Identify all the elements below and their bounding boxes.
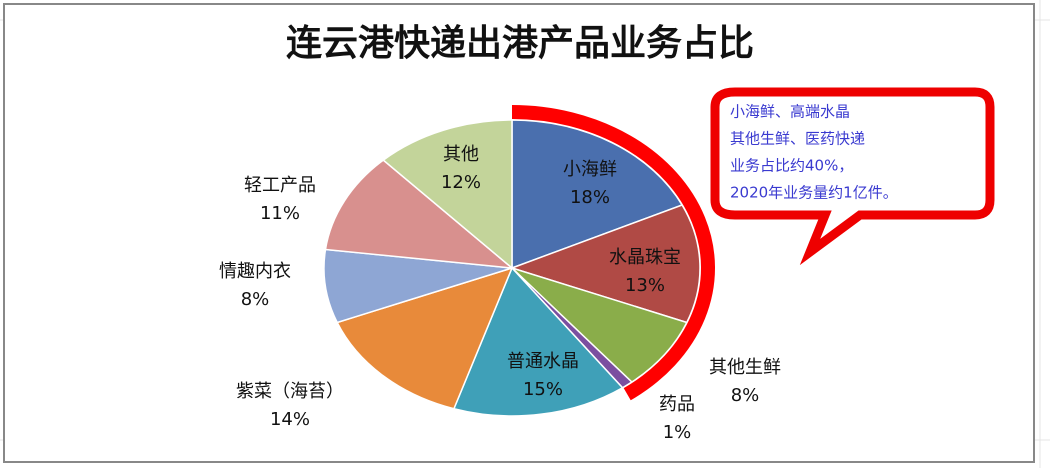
value-label: 1%	[663, 422, 692, 443]
slice-name: 紫菜（海苔）	[236, 381, 344, 402]
slice-name: 药品	[659, 394, 695, 415]
slice-name: 水晶珠宝	[609, 247, 681, 268]
slice-name: 其他生鲜	[709, 357, 781, 378]
slice-name: 小海鲜	[563, 159, 617, 180]
callout-line: 其他生鲜、医药快递	[730, 130, 865, 148]
callout	[710, 87, 995, 266]
value-label: 11%	[260, 203, 300, 224]
callout-line: 2020年业务量约1亿件。	[730, 184, 898, 202]
pie-slice	[511, 267, 688, 383]
pie-slice	[382, 119, 513, 270]
value-label: 8%	[241, 289, 270, 310]
pie	[323, 105, 715, 417]
slice-name: 普通水晶	[507, 351, 579, 372]
slice-name: 其他	[443, 144, 479, 165]
slice-name: 轻工产品	[244, 175, 316, 196]
value-label: 14%	[270, 409, 310, 430]
pie-slice	[452, 266, 624, 417]
value-label: 18%	[570, 187, 610, 208]
callout-line: 业务占比约40%，	[730, 157, 853, 175]
pie-slice	[336, 266, 514, 410]
slice-name: 情趣内衣	[219, 261, 291, 282]
value-label: 12%	[441, 172, 481, 193]
callout-line: 小海鲜、高端水晶	[730, 103, 850, 121]
value-label: 8%	[731, 385, 760, 406]
value-label: 13%	[625, 275, 665, 296]
chart-title: 连云港快递出港产品业务占比	[286, 22, 754, 64]
pie-slice	[323, 248, 513, 324]
pie-slice	[324, 159, 515, 269]
pie-slice	[511, 119, 684, 270]
value-label: 15%	[523, 379, 563, 400]
highlight-ring	[511, 105, 715, 401]
pie-slice	[509, 204, 701, 324]
